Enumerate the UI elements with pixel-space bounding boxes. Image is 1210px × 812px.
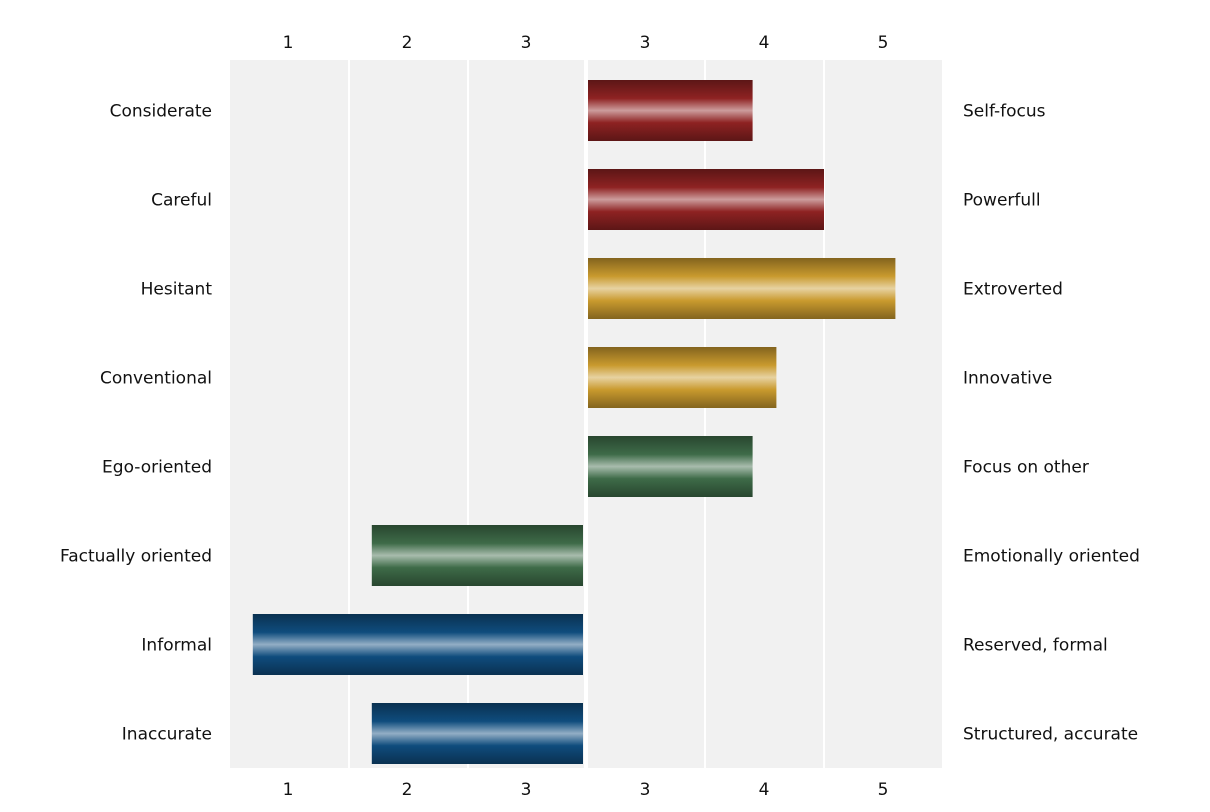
left-category-label: Ego-oriented: [102, 458, 212, 478]
right-category-label: Structured, accurate: [963, 725, 1138, 745]
left-category-labels: Considerate Careful Hesitant Conventional Eg…: [60, 102, 212, 745]
bar-factually-oriented: [371, 525, 583, 586]
bottom-tick-label: 1: [283, 780, 294, 800]
top-tick-label: 1: [283, 33, 294, 53]
right-category-label: Emotionally oriented: [963, 547, 1140, 567]
left-category-label: Factually oriented: [60, 547, 212, 567]
top-tick-label: 2: [402, 33, 413, 53]
bottom-tick-label: 2: [402, 780, 413, 800]
top-tick-labels: 1 2 3 3 4 5: [283, 33, 889, 53]
left-category-label: Hesitant: [141, 280, 213, 300]
top-tick-label: 3: [521, 33, 532, 53]
bar-conventional: [588, 347, 777, 408]
right-category-label: Powerfull: [963, 191, 1041, 211]
bar-ego-oriented: [588, 436, 753, 497]
right-category-label: Extroverted: [963, 280, 1063, 300]
left-category-label: Informal: [141, 636, 212, 656]
bar-hesitant: [588, 258, 896, 319]
bar-careful: [588, 169, 824, 230]
bars: [252, 80, 896, 764]
bottom-tick-label: 3: [521, 780, 532, 800]
bar-informal: [252, 614, 584, 675]
bottom-tick-label: 3: [640, 780, 651, 800]
right-category-label: Innovative: [963, 369, 1052, 389]
top-tick-label: 4: [759, 33, 770, 53]
bottom-tick-label: 4: [759, 780, 770, 800]
top-tick-label: 5: [878, 33, 889, 53]
left-category-label: Conventional: [100, 369, 212, 389]
left-category-label: Considerate: [110, 102, 212, 122]
bar-considerate: [588, 80, 753, 141]
bottom-tick-label: 5: [878, 780, 889, 800]
top-tick-label: 3: [640, 33, 651, 53]
right-category-label: Self-focus: [963, 102, 1046, 122]
right-category-label: Focus on other: [963, 458, 1089, 478]
bar-inaccurate: [371, 703, 583, 764]
bottom-tick-labels: 1 2 3 3 4 5: [283, 780, 889, 800]
right-category-label: Reserved, formal: [963, 636, 1108, 656]
right-category-labels: Self-focus Powerfull Extroverted Innovative…: [963, 102, 1140, 745]
left-category-label: Inaccurate: [122, 725, 212, 745]
left-category-label: Careful: [151, 191, 212, 211]
